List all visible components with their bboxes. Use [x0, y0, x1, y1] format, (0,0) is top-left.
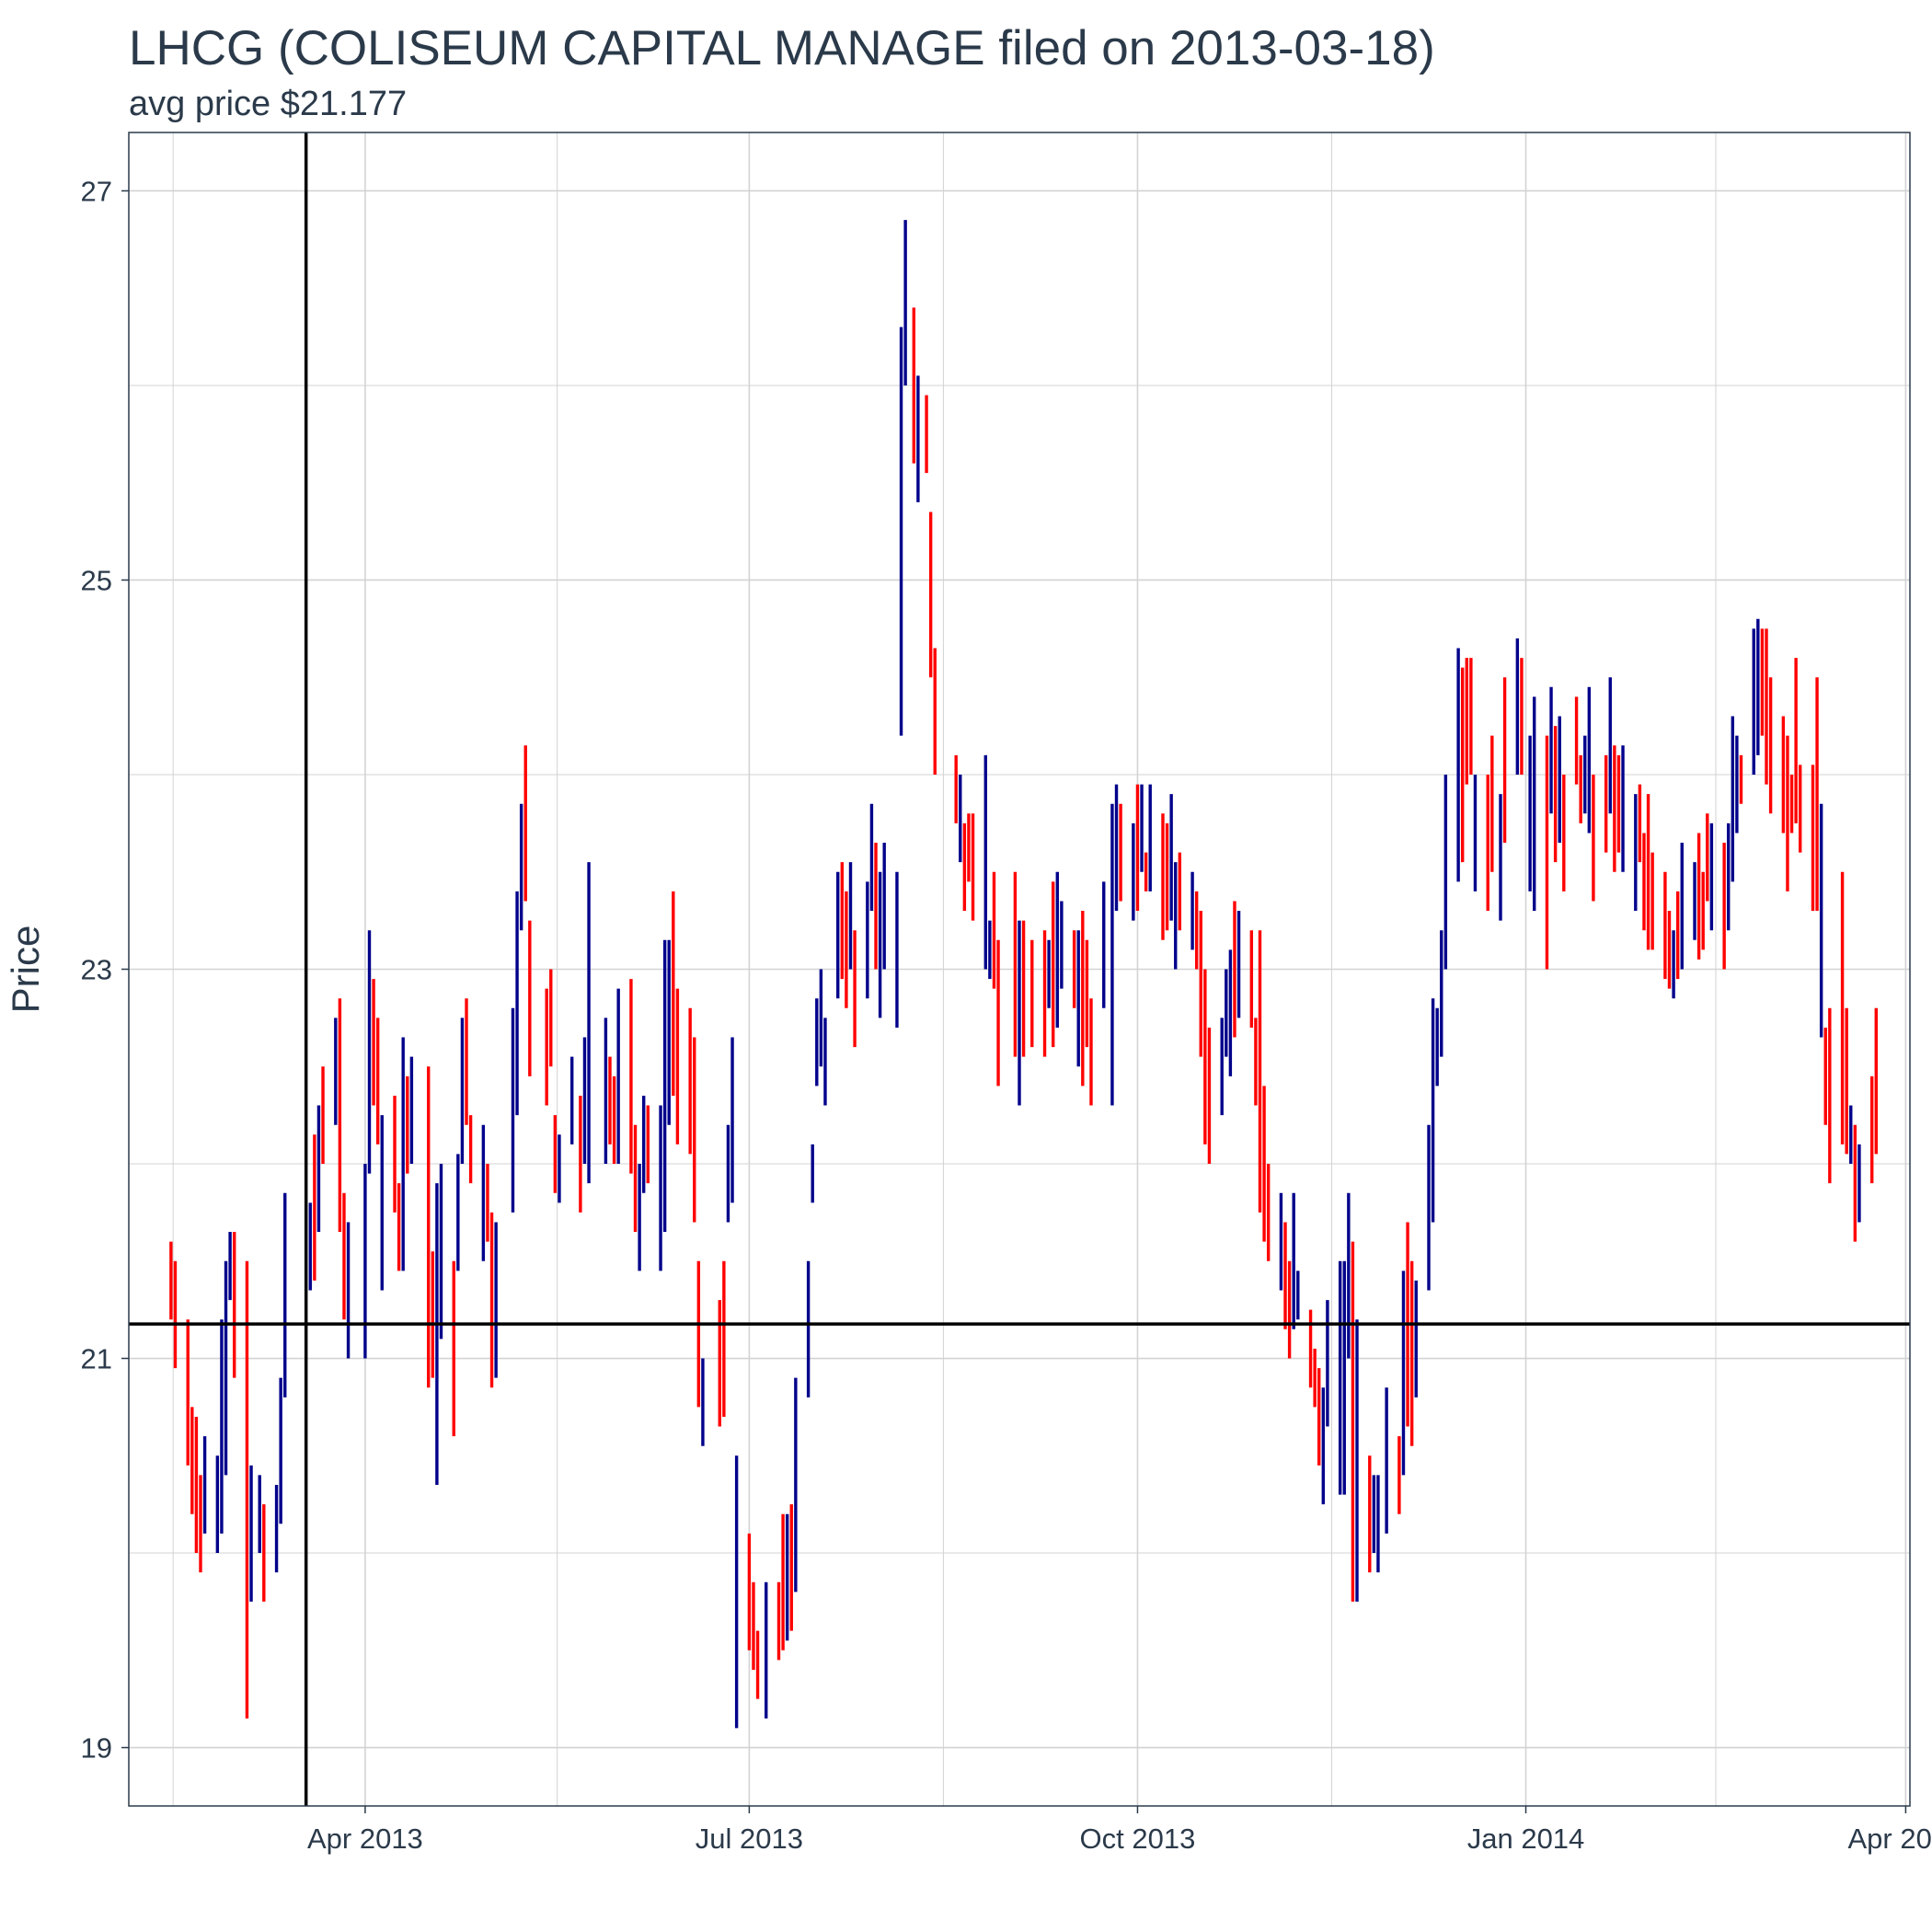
y-tick-label: 19	[81, 1732, 112, 1765]
x-tick-label: Oct 2013	[1080, 1823, 1196, 1855]
y-tick-label: 21	[81, 1343, 112, 1375]
x-tick-label: Jan 2014	[1467, 1823, 1585, 1855]
y-tick-label: 27	[81, 175, 112, 207]
x-tick-label: Apr 2014	[1847, 1823, 1932, 1855]
x-tick-label: Apr 2013	[307, 1823, 423, 1855]
chart-subtitle: avg price $21.177	[129, 85, 408, 123]
y-tick-label: 23	[81, 954, 112, 986]
axes: 19 21 23 25 27 Apr 2013 Jul 2013 Oct 2013 Jan 20…	[81, 175, 1932, 1855]
y-axis-title: Price	[4, 926, 47, 1014]
y-tick-label: 25	[81, 564, 112, 596]
x-tick-label: Jul 2013	[696, 1823, 803, 1855]
ohlc-bars	[129, 132, 1910, 1806]
chart-title: LHCG (COLISEUM CAPITAL MANAGE filed on 2…	[129, 21, 1435, 75]
